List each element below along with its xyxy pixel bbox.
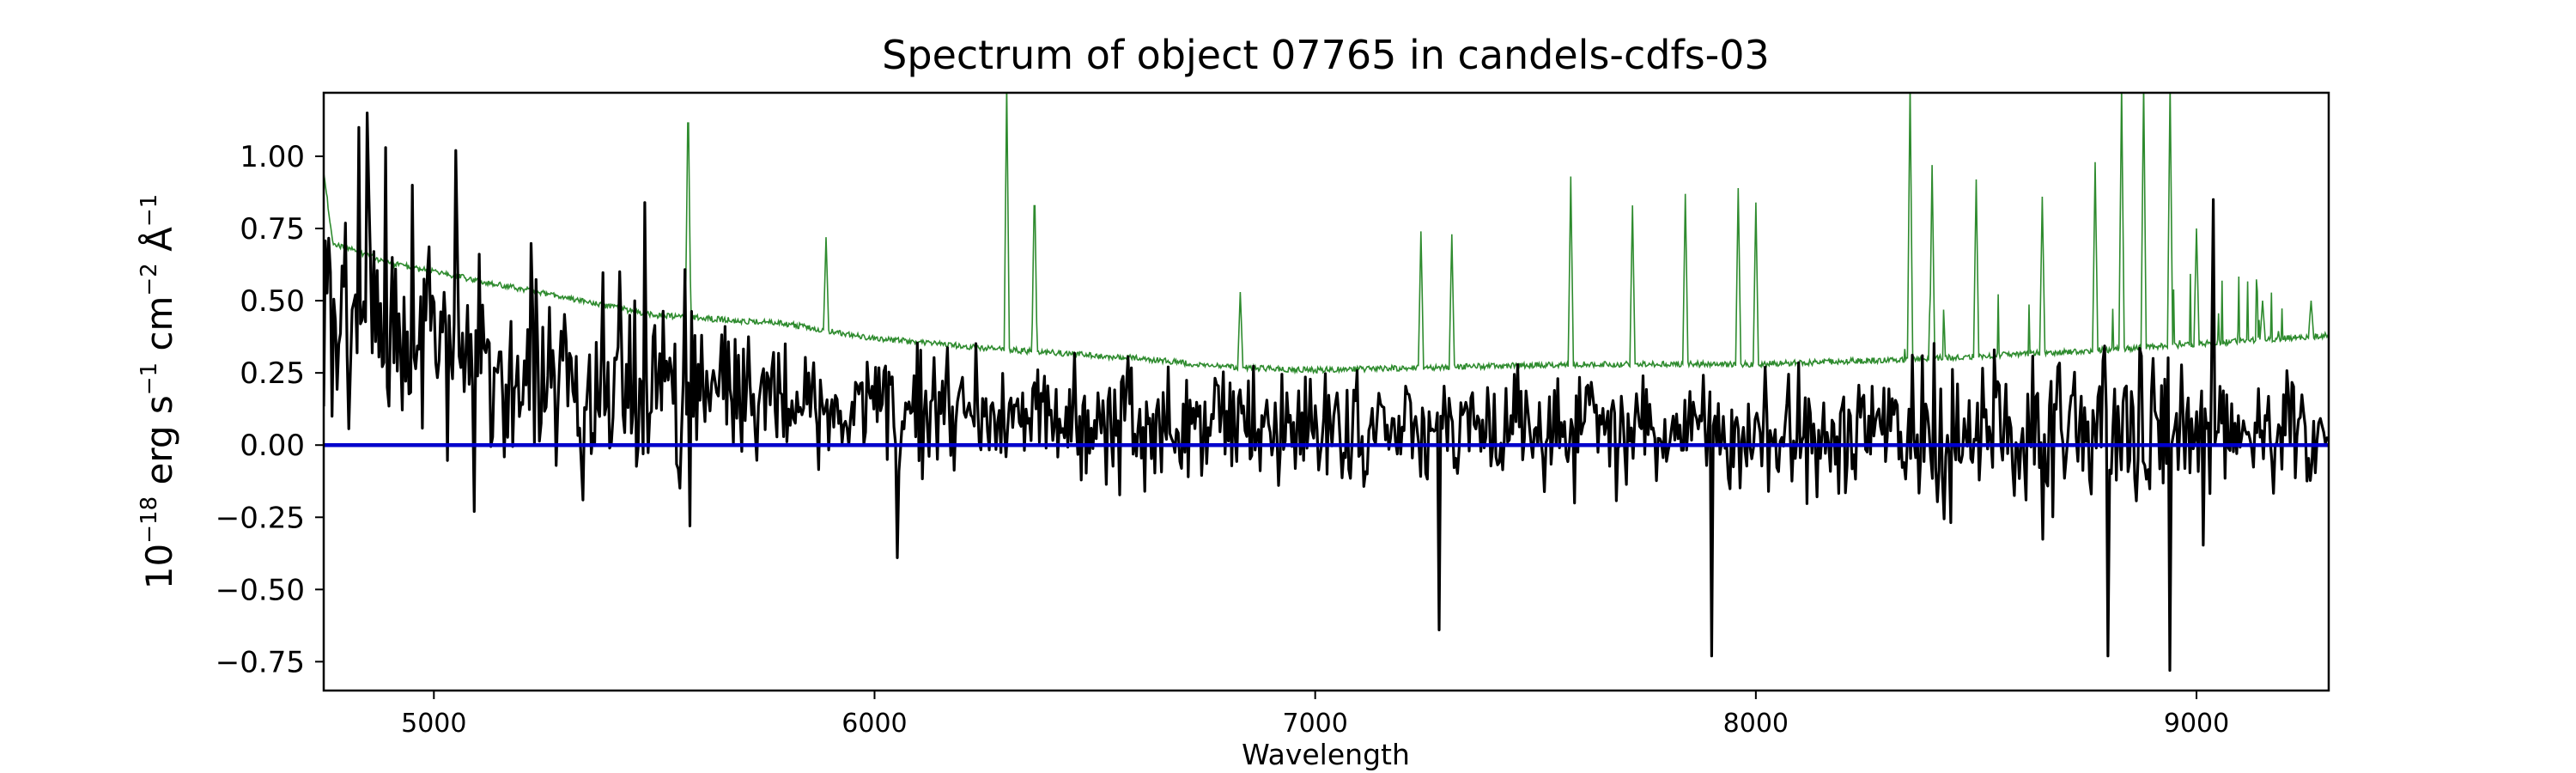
y-tick-label: −0.75 (216, 645, 305, 679)
y-axis-label: 10−18 erg s−1 cm−2 Å−1 (137, 194, 180, 589)
y-tick-label: 0.50 (240, 284, 305, 319)
chart-title: Spectrum of object 07765 in candels-cdfs… (882, 32, 1770, 78)
y-label-exp-a: −1 (137, 362, 162, 395)
y-label-prefix: 10 (138, 544, 180, 589)
y-tick-label: −0.50 (216, 573, 305, 607)
y-tick-label: 0.25 (240, 356, 305, 391)
x-axis-ticks: 5000 6000 7000 8000 9000 (401, 691, 2229, 739)
y-label-exp-c: −1 (137, 194, 162, 227)
y-axis-ticks: −0.75 −0.50 −0.25 0.00 0.25 0.50 0.75 1.00 (216, 140, 324, 679)
error-series (324, 93, 2329, 375)
x-tick-label: 5000 (401, 709, 466, 739)
error-line (324, 93, 2329, 375)
y-tick-label: 0.75 (240, 212, 305, 247)
y-tick-label: −0.25 (216, 501, 305, 535)
y-tick-label: 1.00 (240, 140, 305, 174)
x-tick-label: 9000 (2164, 709, 2229, 739)
x-tick-label: 6000 (841, 709, 907, 739)
y-label-unit-a: erg s (138, 395, 180, 496)
y-label-exp-b: −2 (137, 263, 162, 295)
plot-frame (322, 91, 2330, 692)
x-tick-label: 7000 (1282, 709, 1347, 739)
y-label-unit-b: cm (138, 296, 180, 362)
flux-line (324, 111, 2329, 673)
y-label-exp: −18 (137, 496, 162, 544)
y-label-unit-c: Å (137, 227, 180, 263)
y-tick-label: 0.00 (240, 429, 305, 463)
x-axis-label: Wavelength (1242, 738, 1410, 771)
x-tick-label: 8000 (1723, 709, 1789, 739)
flux-series (324, 111, 2329, 673)
